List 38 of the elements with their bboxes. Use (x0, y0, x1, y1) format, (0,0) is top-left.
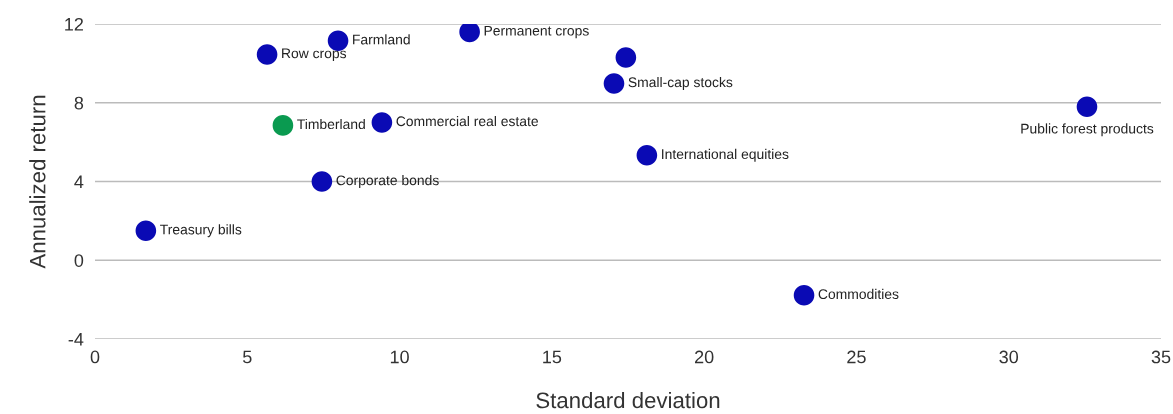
annotation: Commercial real estate (396, 115, 538, 127)
annotation: Row crops (282, 48, 347, 61)
annotation: Farmland (353, 34, 410, 45)
annotation: Corporate bonds (336, 175, 439, 188)
y-tick-label: -4 (68, 333, 84, 346)
x-axis-title: Standard deviation (536, 391, 720, 409)
x-tick-label: 25 (847, 350, 866, 364)
x-tick-label: 30 (999, 350, 1019, 364)
x-tick-label: 20 (695, 350, 714, 364)
y-tick-label: 12 (65, 17, 83, 31)
y-tick-label: 4 (74, 175, 84, 189)
y-tick-label: 0 (74, 254, 84, 267)
annotation: Small-cap stocks (628, 76, 733, 90)
y-axis-title: Annualized return (29, 95, 46, 269)
point (603, 73, 625, 94)
point (272, 115, 294, 136)
annotation: Public forest products (1021, 123, 1154, 137)
annotation: Commodities (818, 288, 899, 300)
point (135, 220, 157, 242)
x-tick-label: 35 (1151, 350, 1171, 364)
x-tick-label: 5 (242, 350, 252, 364)
y-tick-label: 8 (74, 96, 84, 110)
point (311, 171, 333, 192)
annotation: Treasury bills (160, 224, 242, 238)
point (1076, 96, 1098, 117)
point (256, 44, 278, 65)
point (793, 284, 815, 306)
annotation: Permanent crops (484, 25, 589, 39)
x-tick-label: 15 (543, 350, 562, 364)
x-tick-label: 10 (390, 350, 409, 364)
point (615, 47, 637, 68)
x-tick-label: 0 (90, 350, 100, 364)
point (459, 24, 480, 43)
point (636, 145, 658, 166)
annotation: Timberland (297, 118, 365, 130)
point (327, 30, 349, 52)
point (371, 112, 393, 133)
annotation: International equities (662, 148, 789, 162)
